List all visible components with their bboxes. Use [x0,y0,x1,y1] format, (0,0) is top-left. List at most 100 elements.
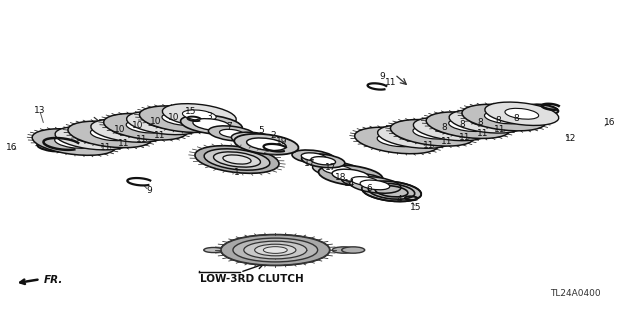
Ellipse shape [55,127,129,150]
Ellipse shape [90,128,129,141]
Ellipse shape [234,134,298,155]
Ellipse shape [162,113,201,125]
Ellipse shape [301,153,326,161]
Text: 7: 7 [227,122,232,131]
Ellipse shape [244,241,307,259]
Ellipse shape [397,131,431,142]
Ellipse shape [449,110,523,133]
Ellipse shape [68,121,152,148]
Ellipse shape [91,119,164,142]
Text: 10: 10 [132,121,144,130]
Ellipse shape [214,152,260,167]
Text: 10: 10 [150,117,162,126]
Text: FR.: FR. [44,275,63,285]
Ellipse shape [246,138,286,151]
Text: 11: 11 [494,125,506,135]
Text: 19: 19 [276,137,287,146]
Text: 11: 11 [100,143,112,152]
Ellipse shape [433,123,467,134]
Ellipse shape [147,118,180,128]
Ellipse shape [362,181,421,202]
Text: 1: 1 [234,168,240,177]
Ellipse shape [323,165,352,174]
Ellipse shape [140,106,223,132]
Text: 17: 17 [325,163,337,172]
Ellipse shape [32,129,116,155]
Ellipse shape [484,111,524,124]
Ellipse shape [390,120,474,146]
Text: 11: 11 [423,141,435,150]
Ellipse shape [127,111,200,135]
Ellipse shape [377,134,416,147]
Text: 11: 11 [476,129,488,138]
Ellipse shape [255,244,296,256]
Ellipse shape [193,119,230,130]
Text: 16: 16 [604,117,615,127]
Text: 8: 8 [495,116,501,125]
Text: 9: 9 [146,186,152,195]
Ellipse shape [104,114,188,140]
Ellipse shape [233,238,317,262]
Ellipse shape [241,135,268,144]
Ellipse shape [449,119,488,131]
Ellipse shape [332,247,355,253]
Ellipse shape [462,104,546,131]
Ellipse shape [349,177,401,193]
Ellipse shape [319,165,383,186]
Text: 15: 15 [185,108,196,116]
Ellipse shape [341,174,388,189]
Text: 2: 2 [271,131,276,140]
Ellipse shape [505,108,539,119]
Text: LOW-3RD CLUTCH: LOW-3RD CLUTCH [200,274,304,285]
Ellipse shape [426,112,510,138]
Ellipse shape [311,157,335,165]
Ellipse shape [355,127,438,154]
Text: 5: 5 [259,126,264,135]
Text: 11: 11 [385,78,396,87]
Text: 11: 11 [441,137,452,146]
Text: 11: 11 [154,131,166,140]
Text: 9: 9 [380,72,385,81]
Ellipse shape [485,102,559,125]
Text: 12: 12 [565,134,577,143]
Ellipse shape [469,116,503,127]
Ellipse shape [351,177,378,186]
Ellipse shape [342,247,365,253]
Text: 16: 16 [6,143,17,152]
Ellipse shape [126,121,165,133]
Ellipse shape [223,155,251,164]
Ellipse shape [221,235,330,265]
Text: 17: 17 [304,159,316,168]
Ellipse shape [75,133,109,144]
Text: 8: 8 [442,122,447,132]
Text: 13: 13 [34,106,45,115]
Ellipse shape [413,127,452,139]
Ellipse shape [182,110,216,121]
Ellipse shape [180,115,243,134]
Ellipse shape [163,104,236,127]
Text: 3: 3 [206,112,212,121]
Text: 10: 10 [115,125,126,134]
Ellipse shape [378,125,451,148]
Text: 6: 6 [366,184,372,193]
Ellipse shape [232,132,278,147]
Ellipse shape [204,248,223,253]
Ellipse shape [263,247,287,253]
Ellipse shape [413,117,487,141]
Ellipse shape [301,154,345,168]
Text: 8: 8 [460,120,465,130]
Ellipse shape [195,146,279,173]
Text: 15: 15 [410,203,422,212]
Text: 8: 8 [513,114,519,123]
Text: 11: 11 [459,133,470,142]
Ellipse shape [360,180,390,190]
Ellipse shape [292,150,335,164]
Ellipse shape [54,136,93,148]
Ellipse shape [221,235,330,265]
Ellipse shape [527,104,558,114]
Text: 10: 10 [168,113,179,122]
Ellipse shape [220,129,244,137]
Ellipse shape [111,125,145,136]
Text: 4: 4 [397,195,403,204]
Ellipse shape [209,126,255,141]
